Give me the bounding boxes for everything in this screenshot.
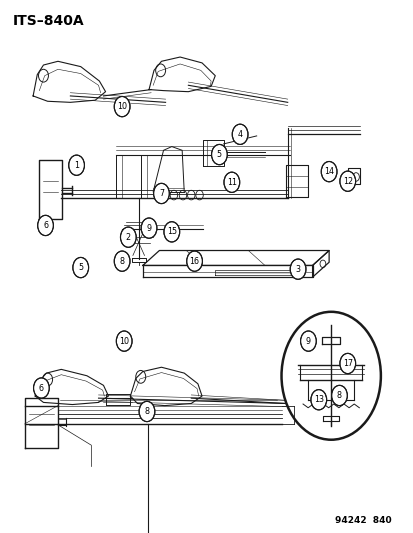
Text: 5: 5 [216, 150, 221, 159]
Text: 8: 8 [119, 257, 124, 265]
Circle shape [290, 259, 305, 279]
Circle shape [164, 222, 179, 242]
Circle shape [211, 144, 227, 165]
Circle shape [339, 171, 355, 191]
Circle shape [139, 401, 154, 422]
Circle shape [186, 251, 202, 271]
Circle shape [153, 183, 169, 204]
Circle shape [300, 331, 316, 351]
Text: 17: 17 [342, 359, 352, 368]
Text: 10: 10 [119, 337, 129, 345]
Text: 7: 7 [159, 189, 164, 198]
Text: 4: 4 [237, 130, 242, 139]
Circle shape [223, 172, 239, 192]
Circle shape [331, 385, 347, 406]
Circle shape [320, 161, 336, 182]
Text: 14: 14 [323, 167, 333, 176]
Circle shape [120, 227, 136, 247]
Circle shape [232, 124, 247, 144]
Circle shape [38, 215, 53, 236]
Text: 6: 6 [39, 384, 44, 392]
Circle shape [116, 331, 132, 351]
Circle shape [339, 353, 355, 374]
Text: 8: 8 [144, 407, 149, 416]
Text: 10: 10 [117, 102, 127, 111]
Circle shape [141, 218, 157, 238]
Circle shape [73, 257, 88, 278]
Text: 15: 15 [166, 228, 176, 236]
Text: 2: 2 [126, 233, 131, 241]
Text: 6: 6 [43, 221, 48, 230]
Circle shape [114, 96, 130, 117]
Text: 3: 3 [295, 265, 300, 273]
Circle shape [33, 378, 49, 398]
Circle shape [310, 390, 326, 410]
Text: 12: 12 [342, 177, 352, 185]
Circle shape [69, 155, 84, 175]
Text: 94242  840: 94242 840 [335, 516, 391, 525]
Text: 13: 13 [313, 395, 323, 404]
Text: ITS–840A: ITS–840A [12, 14, 84, 28]
Text: 11: 11 [226, 178, 236, 187]
Text: 9: 9 [146, 224, 151, 232]
Text: 9: 9 [305, 337, 310, 345]
Text: 16: 16 [189, 257, 199, 265]
Text: 8: 8 [336, 391, 341, 400]
Text: 5: 5 [78, 263, 83, 272]
Circle shape [114, 251, 130, 271]
Text: 1: 1 [74, 161, 79, 169]
